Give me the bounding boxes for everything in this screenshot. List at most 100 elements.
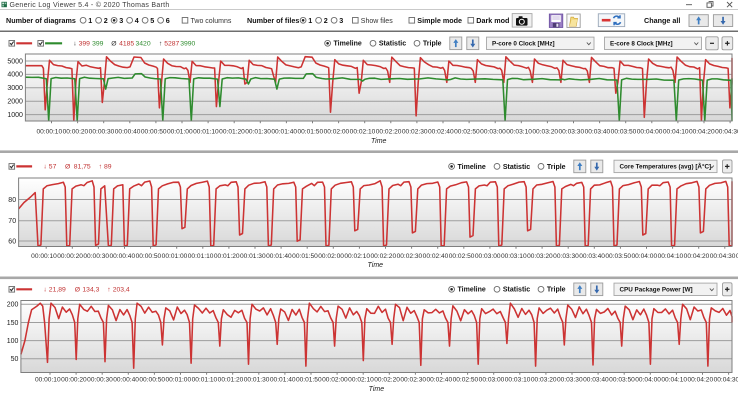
svg-text:00:02:50: 00:02:50 bbox=[454, 129, 480, 136]
svg-text:00:00:50: 00:00:50 bbox=[136, 253, 162, 260]
svg-text:Number of diagrams: Number of diagrams bbox=[6, 16, 76, 25]
svg-text:00:01:00: 00:01:00 bbox=[162, 253, 188, 260]
svg-text:5287: 5287 bbox=[164, 41, 179, 48]
svg-text:50: 50 bbox=[11, 356, 19, 363]
svg-text:399: 399 bbox=[79, 41, 91, 48]
svg-text:Change all: Change all bbox=[644, 16, 680, 25]
svg-text:00:03:30: 00:03:30 bbox=[557, 376, 583, 383]
svg-text:00:01:10: 00:01:10 bbox=[188, 253, 214, 260]
svg-text:00:03:10: 00:03:10 bbox=[501, 253, 527, 260]
svg-text:00:03:50: 00:03:50 bbox=[605, 253, 631, 260]
svg-text:Ø: Ø bbox=[111, 41, 117, 48]
svg-text:00:03:30: 00:03:30 bbox=[553, 253, 579, 260]
svg-text:5: 5 bbox=[150, 16, 154, 25]
svg-text:80: 80 bbox=[8, 197, 16, 204]
svg-text:3: 3 bbox=[119, 16, 123, 25]
svg-text:00:02:40: 00:02:40 bbox=[428, 129, 454, 136]
svg-text:399: 399 bbox=[92, 41, 104, 48]
svg-text:200: 200 bbox=[7, 302, 19, 309]
svg-text:00:03:00: 00:03:00 bbox=[479, 376, 505, 383]
svg-text:00:00:20: 00:00:20 bbox=[57, 253, 83, 260]
svg-text:00:04:20: 00:04:20 bbox=[687, 376, 713, 383]
svg-text:00:02:30: 00:02:30 bbox=[402, 129, 428, 136]
svg-text:00:00:10: 00:00:10 bbox=[35, 376, 61, 383]
svg-text:2: 2 bbox=[104, 16, 108, 25]
svg-text:00:01:10: 00:01:10 bbox=[192, 376, 218, 383]
svg-text:00:00:40: 00:00:40 bbox=[115, 129, 141, 136]
svg-text:00:04:10: 00:04:10 bbox=[661, 376, 687, 383]
svg-text:2000: 2000 bbox=[7, 99, 23, 106]
svg-text:134,3: 134,3 bbox=[82, 287, 99, 294]
svg-text:00:01:00: 00:01:00 bbox=[165, 376, 191, 383]
svg-text:00:02:40: 00:02:40 bbox=[423, 253, 449, 260]
svg-text:Time: Time bbox=[369, 386, 385, 393]
svg-text:00:00:50: 00:00:50 bbox=[141, 129, 167, 136]
svg-text:2: 2 bbox=[324, 16, 328, 25]
svg-text:3: 3 bbox=[339, 16, 343, 25]
svg-text:57: 57 bbox=[49, 164, 57, 171]
svg-text:Triple: Triple bbox=[547, 287, 566, 294]
svg-text:00:04:20: 00:04:20 bbox=[689, 129, 715, 136]
svg-text:4185: 4185 bbox=[119, 41, 134, 48]
svg-text:00:02:30: 00:02:30 bbox=[397, 253, 423, 260]
svg-text:Show files: Show files bbox=[361, 18, 393, 25]
svg-text:↓: ↓ bbox=[73, 41, 76, 48]
svg-text:Timeline: Timeline bbox=[334, 41, 362, 48]
svg-text:00:01:50: 00:01:50 bbox=[296, 376, 322, 383]
svg-text:Dark mod: Dark mod bbox=[476, 16, 509, 25]
svg-text:Time: Time bbox=[368, 262, 384, 269]
svg-text:60: 60 bbox=[8, 238, 16, 245]
svg-text:00:01:50: 00:01:50 bbox=[297, 129, 323, 136]
svg-text:81,75: 81,75 bbox=[74, 164, 91, 171]
svg-text:00:01:20: 00:01:20 bbox=[214, 253, 240, 260]
svg-text:00:00:40: 00:00:40 bbox=[113, 376, 139, 383]
svg-text:00:02:50: 00:02:50 bbox=[453, 376, 479, 383]
svg-text:203,4: 203,4 bbox=[113, 287, 130, 294]
svg-text:00:00:20: 00:00:20 bbox=[63, 129, 89, 136]
svg-text:00:02:10: 00:02:10 bbox=[348, 376, 374, 383]
svg-text:Statistic: Statistic bbox=[379, 41, 406, 48]
svg-text:Triple: Triple bbox=[423, 41, 442, 48]
svg-text:00:01:20: 00:01:20 bbox=[219, 129, 245, 136]
svg-text:00:03:50: 00:03:50 bbox=[609, 376, 635, 383]
svg-text:3000: 3000 bbox=[7, 85, 23, 92]
svg-text:Simple mode: Simple mode bbox=[417, 16, 462, 25]
svg-text:↓: ↓ bbox=[43, 287, 46, 294]
svg-text:00:03:40: 00:03:40 bbox=[583, 376, 609, 383]
svg-text:150: 150 bbox=[7, 320, 19, 327]
svg-text:1: 1 bbox=[308, 16, 312, 25]
svg-text:00:01:00: 00:01:00 bbox=[167, 129, 193, 136]
svg-text:00:02:20: 00:02:20 bbox=[374, 376, 400, 383]
svg-text:00:01:40: 00:01:40 bbox=[266, 253, 292, 260]
svg-text:89: 89 bbox=[104, 164, 112, 171]
svg-text:5000: 5000 bbox=[7, 58, 23, 65]
svg-text:Statistic: Statistic bbox=[503, 164, 530, 171]
svg-text:00:03:20: 00:03:20 bbox=[531, 376, 557, 383]
svg-text:00:02:20: 00:02:20 bbox=[376, 129, 402, 136]
svg-text:↑: ↑ bbox=[99, 164, 102, 171]
svg-text:Core Temperatures (avg) [Â°C]: Core Temperatures (avg) [Â°C] bbox=[620, 162, 712, 171]
svg-text:3990: 3990 bbox=[180, 41, 195, 48]
svg-text:00:00:30: 00:00:30 bbox=[87, 376, 113, 383]
svg-text:4000: 4000 bbox=[7, 72, 23, 79]
svg-text:00:02:40: 00:02:40 bbox=[426, 376, 452, 383]
svg-text:00:02:00: 00:02:00 bbox=[324, 129, 350, 136]
svg-text:00:04:00: 00:04:00 bbox=[631, 253, 657, 260]
svg-text:00:02:30: 00:02:30 bbox=[400, 376, 426, 383]
svg-text:3420: 3420 bbox=[136, 41, 151, 48]
svg-text:↑: ↑ bbox=[159, 41, 162, 48]
svg-text:Time: Time bbox=[371, 138, 387, 145]
svg-text:1000: 1000 bbox=[7, 112, 23, 119]
svg-text:1: 1 bbox=[88, 16, 92, 25]
svg-text:100: 100 bbox=[7, 338, 19, 345]
svg-text:Number of files: Number of files bbox=[247, 16, 299, 25]
svg-text:00:02:20: 00:02:20 bbox=[370, 253, 396, 260]
svg-text:Timeline: Timeline bbox=[458, 164, 486, 171]
svg-text:00:03:00: 00:03:00 bbox=[480, 129, 506, 136]
svg-text:↑: ↑ bbox=[107, 287, 110, 294]
svg-text:00:00:40: 00:00:40 bbox=[109, 253, 135, 260]
svg-text:00:00:50: 00:00:50 bbox=[139, 376, 165, 383]
svg-text:4: 4 bbox=[135, 16, 139, 25]
svg-text:00:04:30: 00:04:30 bbox=[715, 129, 738, 136]
svg-text:00:01:10: 00:01:10 bbox=[193, 129, 219, 136]
